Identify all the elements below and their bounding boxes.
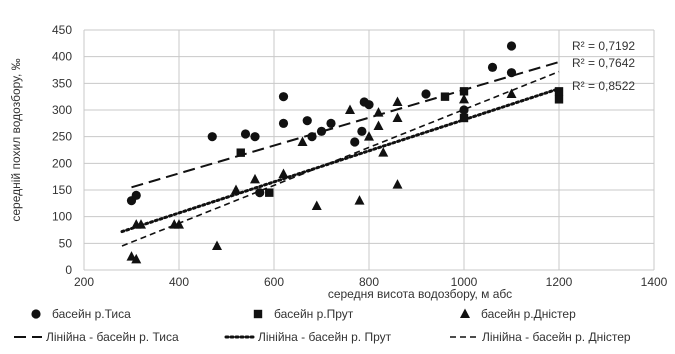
data-point	[459, 113, 469, 123]
x-tick-label: 1000	[451, 275, 478, 289]
data-point	[316, 126, 327, 136]
data-point	[487, 62, 498, 72]
legend-label: басейн р.Дністер	[481, 307, 576, 321]
trendlines	[120, 61, 561, 247]
data-point	[278, 118, 289, 128]
data-point	[250, 173, 260, 184]
data-point	[311, 200, 322, 210]
data-point	[378, 147, 389, 157]
y-tick-label: 400	[52, 50, 72, 64]
data-point	[231, 184, 241, 194]
data-point	[392, 112, 403, 122]
y-axis-title: середній похил водозбору, ‰	[9, 58, 23, 221]
data-point	[250, 132, 260, 142]
data-point	[354, 195, 365, 205]
trendline	[121, 70, 560, 247]
legend-marker	[460, 308, 470, 318]
x-axis-title: середня висота водозбору, м абс	[328, 287, 512, 301]
x-tick-label: 1400	[641, 275, 668, 289]
data-point	[207, 132, 217, 142]
data-point	[136, 219, 146, 229]
r2-label: R² = 0,7192	[572, 39, 635, 53]
y-tick-label: 200	[52, 156, 72, 170]
data-point	[459, 105, 469, 115]
x-tick-label: 400	[169, 275, 189, 289]
data-point	[506, 68, 517, 78]
x-tick-label: 200	[74, 275, 94, 289]
data-point	[212, 240, 222, 250]
data-point	[278, 92, 289, 102]
y-tick-label: 350	[52, 76, 72, 90]
y-tick-label: 150	[52, 183, 72, 197]
data-point	[373, 107, 384, 117]
data-point	[131, 253, 142, 264]
data-point	[392, 96, 403, 106]
data-point	[131, 190, 141, 200]
data-point	[307, 132, 317, 142]
legend-label: Лінійна - басейн р. Прут	[258, 330, 392, 344]
x-tick-label: 800	[359, 275, 379, 289]
data-point	[364, 100, 374, 110]
tick-labels: 0 50 100 150 200 250 300 350 400 450 200 400 600 800 1…	[52, 23, 668, 289]
trendline	[120, 87, 561, 234]
data-point	[364, 131, 374, 141]
data-point	[392, 179, 403, 189]
legend-label: Лінійна - басейн р. Тиса	[46, 330, 179, 344]
legend-label: басейн р.Прут	[274, 307, 354, 321]
data-points	[126, 41, 564, 264]
r2-labels: R² = 0,7192 R² = 0,7642 R² = 0,8522	[572, 39, 635, 93]
legend-marker	[31, 309, 41, 319]
y-tick-label: 250	[52, 130, 72, 144]
data-point	[357, 126, 367, 136]
legend-label: басейн р.Тиса	[52, 307, 131, 321]
data-point	[302, 116, 312, 126]
r2-label: R² = 0,7642	[572, 56, 635, 70]
x-tick-label: 600	[264, 275, 284, 289]
legend-marker	[253, 309, 263, 319]
data-point	[174, 219, 184, 229]
r2-label: R² = 0,8522	[572, 79, 635, 93]
data-point	[297, 136, 308, 146]
legend: басейн р.Тиса басейн р.Прут басейн р.Дніст…	[14, 307, 631, 344]
y-tick-label: 450	[52, 23, 72, 37]
data-point	[506, 41, 517, 51]
data-point	[350, 137, 360, 147]
y-tick-label: 300	[52, 103, 72, 117]
legend-label: Лінійна - басейн р. Дністер	[482, 330, 631, 344]
trendline	[131, 61, 560, 189]
data-point	[236, 148, 245, 157]
data-point	[373, 120, 384, 130]
data-point	[459, 93, 469, 104]
y-tick-label: 50	[59, 236, 73, 250]
data-point	[255, 188, 265, 198]
data-point	[345, 104, 355, 114]
data-point	[554, 87, 564, 96]
y-tick-label: 0	[65, 263, 72, 277]
data-point	[326, 118, 336, 128]
x-tick-label: 1200	[546, 275, 573, 289]
data-point	[506, 88, 517, 98]
data-point	[440, 92, 450, 101]
data-point	[554, 95, 564, 104]
data-point	[265, 188, 274, 197]
data-point	[421, 89, 431, 99]
data-point	[240, 129, 251, 139]
y-tick-label: 100	[52, 210, 72, 224]
data-point	[278, 168, 289, 178]
data-point	[459, 87, 469, 96]
